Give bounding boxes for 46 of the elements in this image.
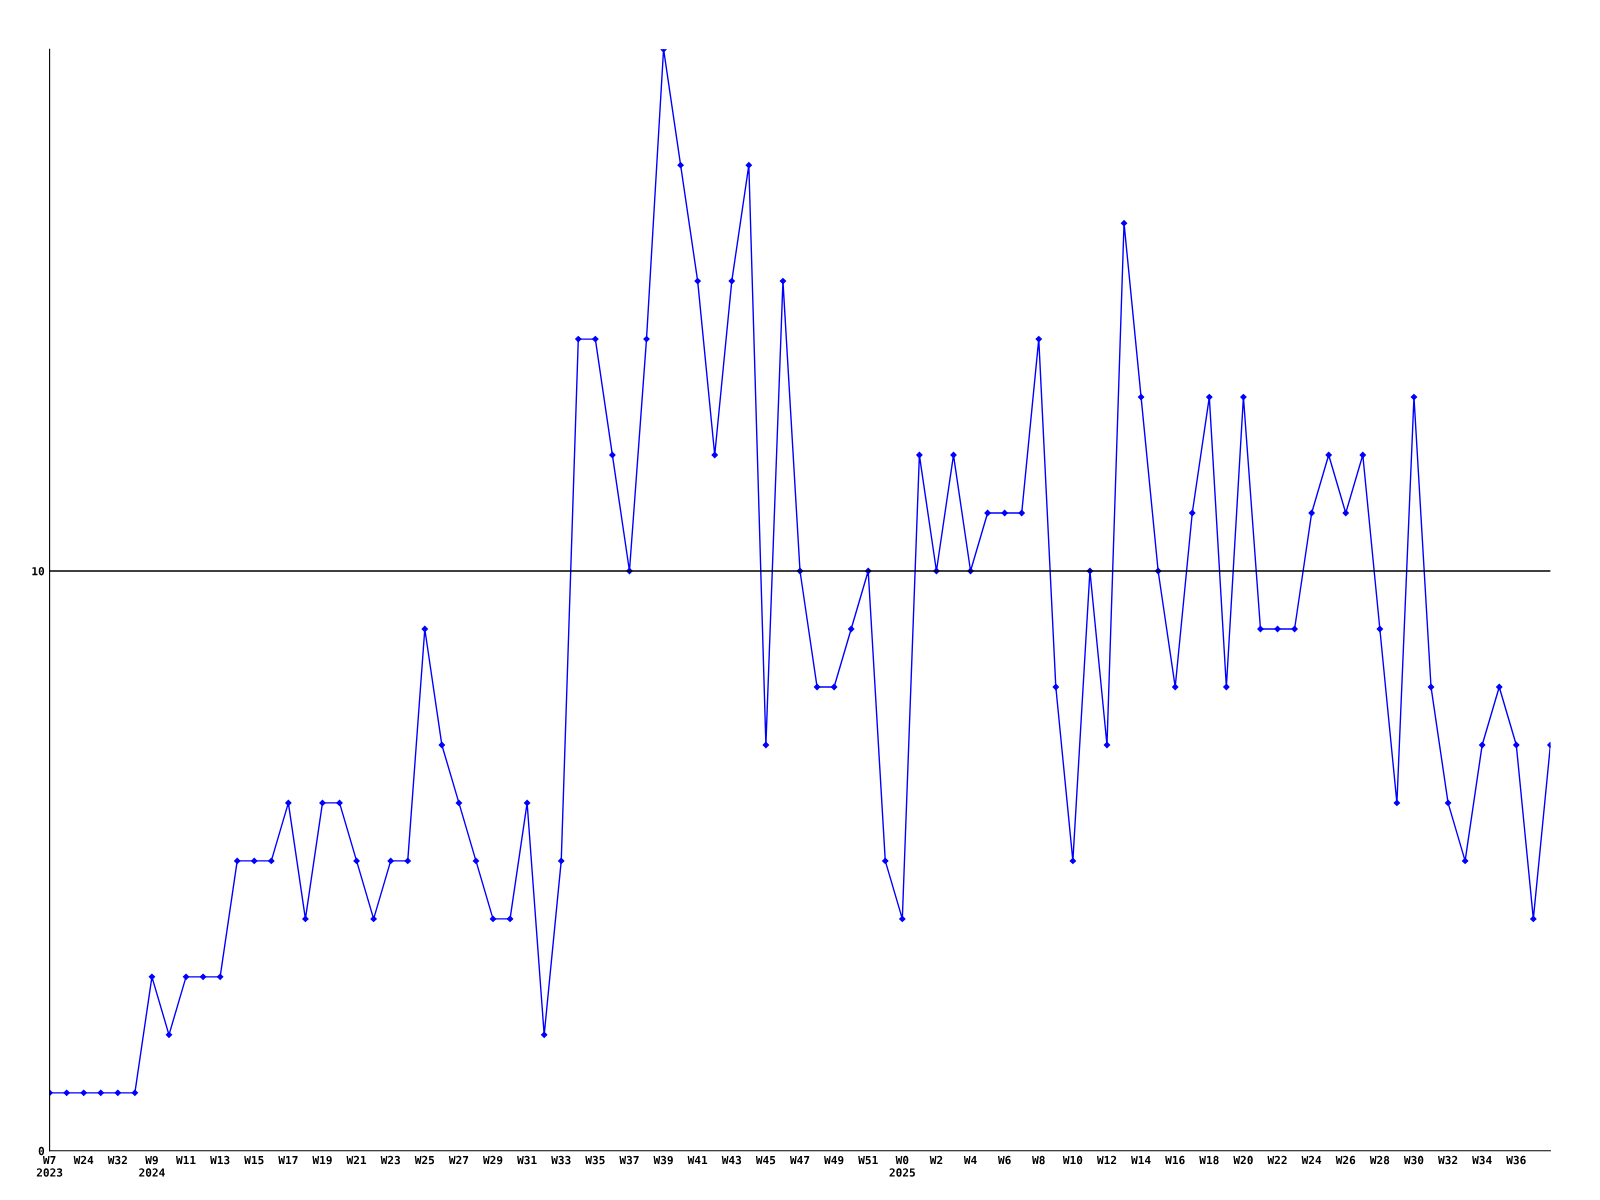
x-tick-label: W16: [1165, 1155, 1185, 1165]
x-tick-label: W49: [824, 1155, 844, 1165]
x-tick-label: W47: [789, 1156, 810, 1165]
x-tick-label: W39: [653, 1155, 673, 1165]
x-tick-label: W17: [278, 1156, 298, 1165]
x-tick-label: W19: [312, 1155, 332, 1165]
x-tick-label: W28: [1369, 1155, 1390, 1165]
x-tick-label: W36: [1506, 1155, 1526, 1165]
x-tick-label: W30: [1403, 1155, 1424, 1165]
x-tick-label: W7 2023: [36, 1156, 63, 1177]
x-tick-label: W22: [1267, 1155, 1287, 1165]
x-tick-label: W13: [210, 1155, 230, 1165]
x-tick-label: W32: [1438, 1155, 1458, 1165]
x-tick-label: W24: [1301, 1155, 1322, 1165]
x-tick-label: W4: [963, 1156, 977, 1165]
x-tick-label: W15: [244, 1156, 264, 1165]
x-tick-label: W8: [1032, 1155, 1045, 1165]
x-tick-label: W29: [482, 1155, 503, 1165]
x-tick-label: W10: [1062, 1155, 1083, 1165]
x-tick-label: W14: [1131, 1156, 1151, 1165]
x-tick-label: W23: [380, 1155, 400, 1165]
x-tick-label: W0 2025: [889, 1155, 915, 1177]
x-tick-label: W32: [107, 1155, 127, 1165]
x-tick-label: W20: [1233, 1155, 1253, 1165]
x-tick-label: W33: [551, 1155, 571, 1165]
x-tick-label: W34: [1472, 1155, 1492, 1165]
y-tick-label: 0: [38, 1146, 45, 1156]
x-tick-label: W26: [1335, 1155, 1356, 1165]
x-tick-label: W18: [1199, 1155, 1219, 1165]
x-tick-label: W31: [517, 1155, 537, 1165]
x-tick-label: W43: [721, 1155, 742, 1165]
y-tick-label: 10: [32, 566, 45, 576]
x-tick-label: W21: [346, 1155, 367, 1165]
x-tick-label: W51: [858, 1156, 878, 1165]
x-tick-label: W37: [619, 1155, 639, 1165]
x-tick-label: W45: [755, 1156, 776, 1165]
x-tick-label: W6: [997, 1155, 1011, 1165]
x-tick-label: W12: [1096, 1155, 1117, 1165]
x-tick-label: W27: [448, 1155, 469, 1165]
x-tick-label: W25: [414, 1155, 435, 1165]
x-tick-label: W11: [176, 1156, 196, 1165]
x-tick-label: W2: [929, 1155, 943, 1165]
x-tick-label: W9 2024: [139, 1155, 165, 1177]
x-tick-label: W24: [73, 1155, 94, 1165]
x-tick-label: W41: [687, 1156, 708, 1165]
x-tick-label: W35: [585, 1155, 605, 1165]
